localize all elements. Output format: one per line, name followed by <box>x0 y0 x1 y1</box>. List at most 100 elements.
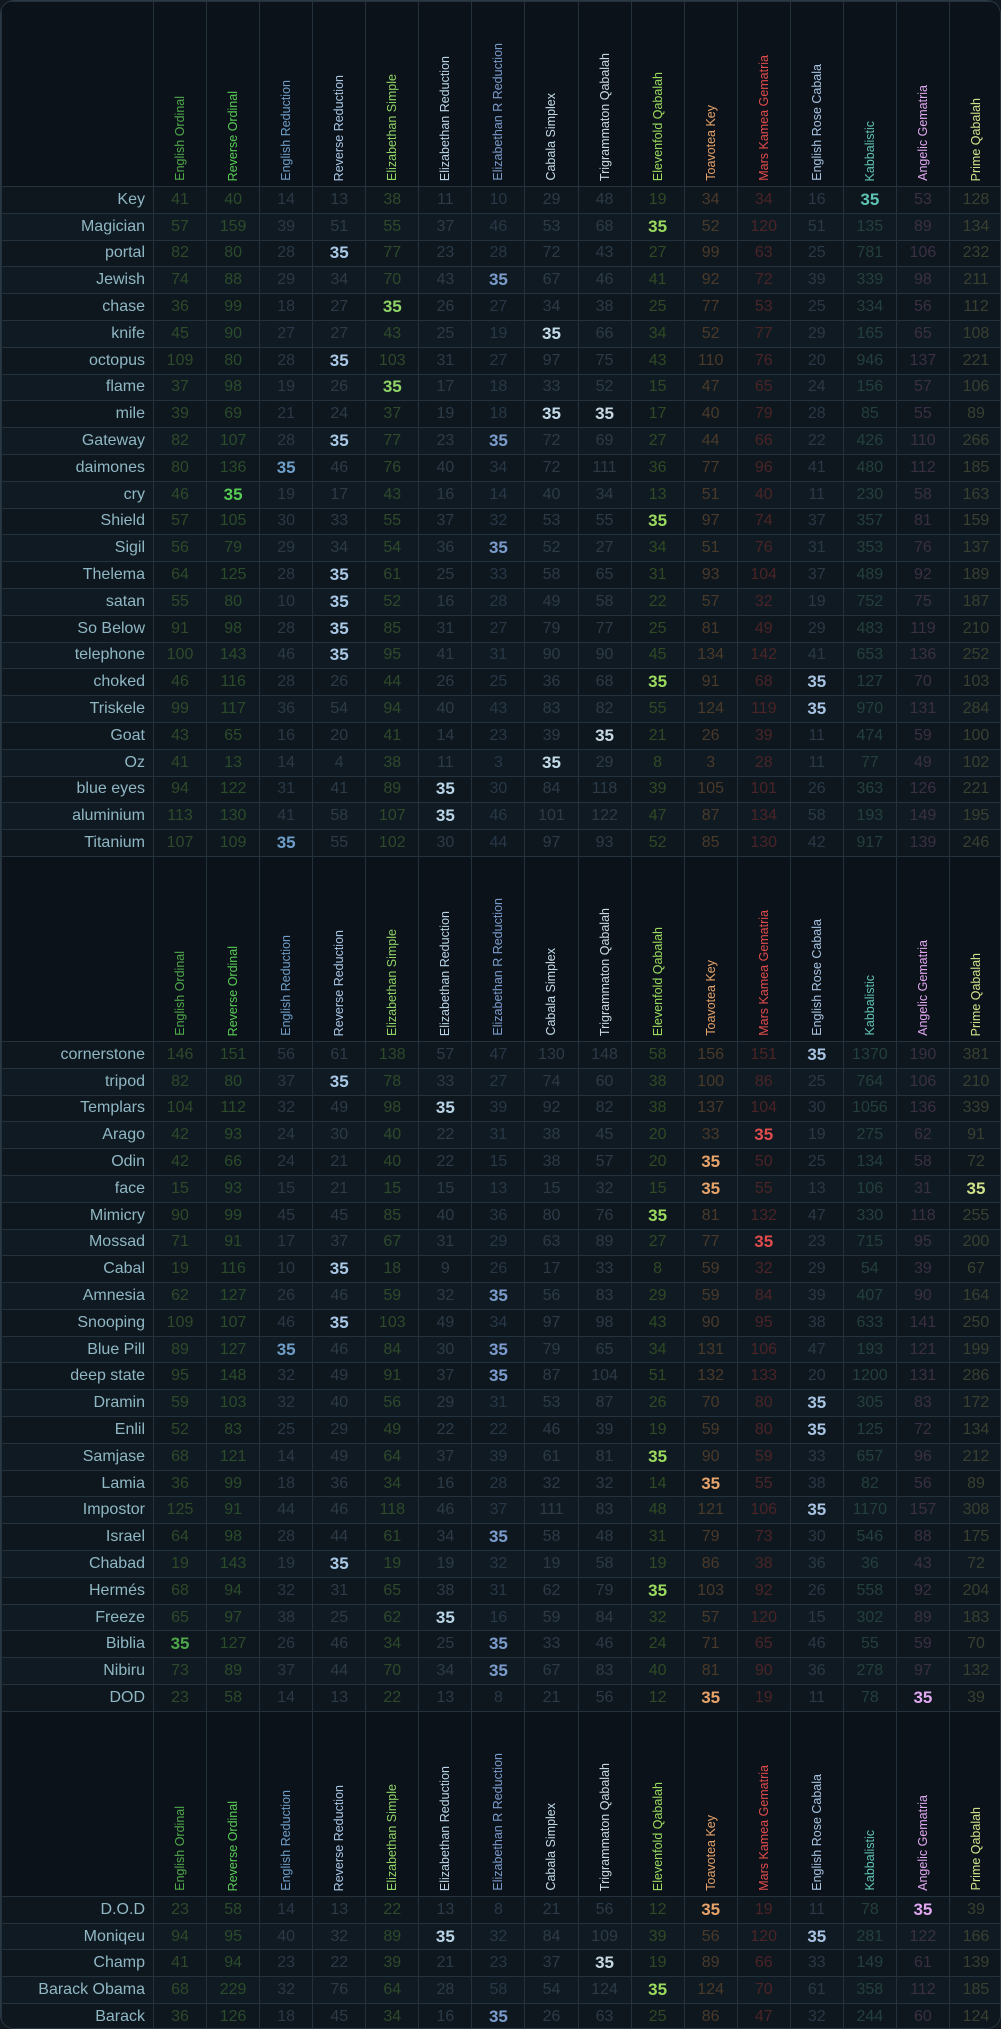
cipher-value[interactable]: 21 <box>418 1949 473 1978</box>
cipher-value[interactable]: 781 <box>842 239 897 268</box>
cipher-value[interactable]: 89 <box>365 775 420 804</box>
cipher-value[interactable]: 244 <box>842 2003 897 2028</box>
cipher-header[interactable]: Elizabethan R Reduction <box>471 1710 526 1897</box>
cipher-value[interactable]: 32 <box>577 1469 632 1498</box>
cipher-value[interactable]: 119 <box>736 695 791 723</box>
cipher-value[interactable]: 34 <box>312 534 367 563</box>
cipher-value[interactable]: 80 <box>206 1067 261 1096</box>
cipher-value[interactable]: 90 <box>152 1201 208 1230</box>
phrase-label[interactable]: portal <box>1 239 154 268</box>
cipher-value[interactable]: 99 <box>206 293 261 321</box>
cipher-value[interactable]: 40 <box>206 186 261 214</box>
cipher-header[interactable]: Trigrammaton Qabalah <box>577 1 632 187</box>
cipher-value[interactable]: 39 <box>471 1442 526 1471</box>
cipher-header[interactable]: Kabbalistic <box>842 1710 897 1897</box>
cipher-value[interactable]: 45 <box>577 1121 632 1150</box>
phrase-label[interactable]: Dramin <box>1 1389 154 1418</box>
cipher-value[interactable]: 131 <box>895 695 950 723</box>
cipher-value[interactable]: 37 <box>418 507 473 536</box>
cipher-value[interactable]: 14 <box>259 1895 314 1924</box>
cipher-value[interactable]: 25 <box>418 319 473 348</box>
cipher-value[interactable]: 96 <box>895 1442 950 1471</box>
cipher-header[interactable]: Toavotea Key <box>683 855 738 1042</box>
cipher-value[interactable]: 23 <box>418 239 473 268</box>
cipher-value[interactable]: 121 <box>683 1496 738 1525</box>
cipher-value[interactable]: 18 <box>259 1469 314 1498</box>
cipher-value[interactable]: 57 <box>683 587 738 616</box>
cipher-value[interactable]: 27 <box>471 293 526 321</box>
cipher-value[interactable]: 92 <box>736 1576 791 1605</box>
cipher-value[interactable]: 89 <box>365 1922 420 1951</box>
cipher-value[interactable]: 63 <box>577 2003 632 2028</box>
cipher-value[interactable]: 33 <box>789 1949 844 1978</box>
phrase-label[interactable]: octopus <box>1 346 154 375</box>
cipher-value[interactable]: 28 <box>789 400 844 429</box>
cipher-value[interactable]: 20 <box>630 1121 685 1150</box>
cipher-value[interactable]: 137 <box>895 346 950 375</box>
cipher-value[interactable]: 38 <box>365 748 420 777</box>
cipher-value[interactable]: 81 <box>683 614 738 643</box>
phrase-label[interactable]: Odin <box>1 1148 154 1176</box>
cipher-value[interactable]: 34 <box>312 266 367 295</box>
cipher-value[interactable]: 28 <box>418 1976 473 2005</box>
cipher-value[interactable]: 28 <box>471 239 526 268</box>
cipher-value[interactable]: 106 <box>948 373 1000 402</box>
cipher-value[interactable]: 95 <box>365 641 420 670</box>
cipher-value[interactable]: 35 <box>789 1416 844 1444</box>
cipher-value[interactable]: 15 <box>471 1148 526 1176</box>
cipher-value[interactable]: 21 <box>312 1148 367 1176</box>
cipher-value[interactable]: 23 <box>471 721 526 750</box>
cipher-value[interactable]: 107 <box>206 1308 261 1337</box>
cipher-value[interactable]: 3 <box>683 748 738 777</box>
cipher-header[interactable]: English Reduction <box>259 855 314 1042</box>
cipher-value[interactable]: 14 <box>630 1469 685 1498</box>
phrase-label[interactable]: blue eyes <box>1 775 154 804</box>
cipher-value[interactable]: 31 <box>789 534 844 563</box>
cipher-value[interactable]: 33 <box>418 1067 473 1096</box>
cipher-value[interactable]: 159 <box>948 507 1000 536</box>
cipher-value[interactable]: 13 <box>206 748 261 777</box>
cipher-value[interactable]: 39 <box>895 1255 950 1284</box>
cipher-value[interactable]: 76 <box>895 534 950 563</box>
phrase-label[interactable]: Magician <box>1 212 154 241</box>
cipher-value[interactable]: 44 <box>365 668 420 697</box>
cipher-value[interactable]: 141 <box>895 1308 950 1337</box>
cipher-header[interactable]: English Rose Cabala <box>789 1710 844 1897</box>
cipher-value[interactable]: 45 <box>630 641 685 670</box>
cipher-value[interactable]: 39 <box>736 721 791 750</box>
cipher-value[interactable]: 35 <box>365 293 420 321</box>
cipher-value[interactable]: 35 <box>683 1148 738 1176</box>
cipher-value[interactable]: 25 <box>630 293 685 321</box>
phrase-label[interactable]: knife <box>1 319 154 348</box>
cipher-value[interactable]: 57 <box>577 1148 632 1176</box>
cipher-value[interactable]: 187 <box>948 587 1000 616</box>
cipher-value[interactable]: 75 <box>577 346 632 375</box>
phrase-label[interactable]: choked <box>1 668 154 697</box>
cipher-value[interactable]: 27 <box>471 1067 526 1096</box>
cipher-value[interactable]: 35 <box>630 1576 685 1605</box>
cipher-value[interactable]: 72 <box>948 1550 1000 1578</box>
cipher-value[interactable]: 39 <box>259 212 314 241</box>
cipher-value[interactable]: 73 <box>736 1523 791 1552</box>
cipher-value[interactable]: 483 <box>842 614 897 643</box>
cipher-value[interactable]: 35 <box>895 1684 950 1712</box>
cipher-value[interactable]: 18 <box>365 1255 420 1284</box>
cipher-value[interactable]: 120 <box>736 212 791 241</box>
cipher-value[interactable]: 51 <box>630 1362 685 1391</box>
cipher-value[interactable]: 22 <box>365 1684 420 1712</box>
cipher-value[interactable]: 35 <box>312 239 367 268</box>
phrase-label[interactable]: Lamia <box>1 1469 154 1498</box>
cipher-value[interactable]: 52 <box>630 829 685 857</box>
cipher-header[interactable]: Elizabethan Reduction <box>418 1 473 187</box>
cipher-value[interactable]: 58 <box>895 1148 950 1176</box>
cipher-value[interactable]: 109 <box>577 1922 632 1951</box>
cipher-value[interactable]: 26 <box>471 1255 526 1284</box>
cipher-value[interactable]: 94 <box>206 1576 261 1605</box>
cipher-value[interactable]: 35 <box>312 561 367 589</box>
cipher-value[interactable]: 117 <box>206 695 261 723</box>
cipher-value[interactable]: 46 <box>577 266 632 295</box>
cipher-value[interactable]: 68 <box>577 668 632 697</box>
cipher-value[interactable]: 142 <box>736 641 791 670</box>
cipher-value[interactable]: 37 <box>471 1496 526 1525</box>
cipher-value[interactable]: 38 <box>259 1603 314 1632</box>
